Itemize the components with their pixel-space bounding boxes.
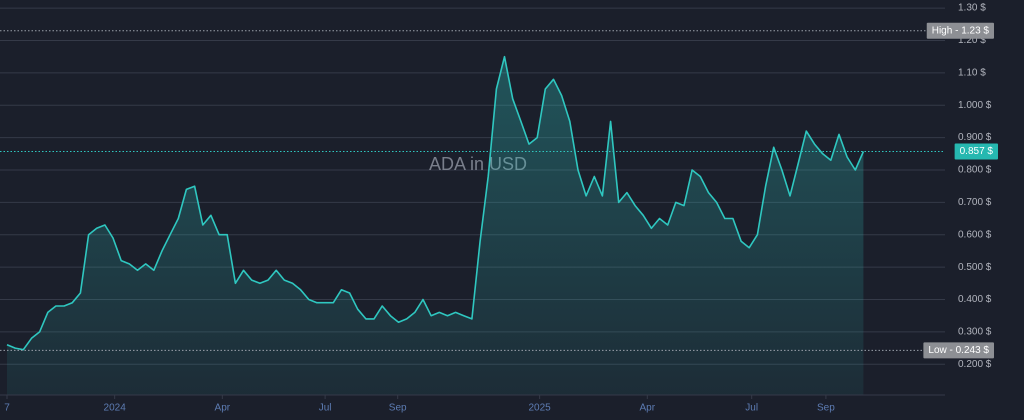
high-label: High - 1.23 $ — [932, 25, 990, 36]
x-tick-label: Jul — [745, 403, 758, 414]
current-label: 0.857 $ — [960, 146, 994, 157]
x-tick-label: Sep — [389, 403, 407, 414]
price-line — [6, 55, 865, 351]
y-tick-label: 1.000 $ — [958, 100, 992, 111]
low-tag — [923, 342, 994, 359]
x-tick-label: 7 — [4, 403, 10, 414]
y-tick-label: 0.900 $ — [958, 132, 992, 143]
y-tick-label: 0.500 $ — [958, 262, 992, 273]
y-tick-label: 1.10 $ — [958, 67, 986, 78]
area-fill — [7, 56, 864, 395]
x-tick-label: 2025 — [528, 403, 551, 414]
y-tick-label: 1.30 $ — [958, 3, 986, 14]
y-tick-label: 1.20 $ — [958, 35, 986, 46]
x-tick-label: Apr — [215, 403, 231, 414]
y-tick-label: 0.800 $ — [958, 165, 992, 176]
x-tick-label: Apr — [640, 403, 656, 414]
high-tag — [926, 22, 994, 39]
x-tick-label: 2024 — [104, 403, 127, 414]
x-tick-label: Sep — [817, 403, 835, 414]
x-tick-label: Jul — [319, 403, 332, 414]
y-tick-label: 0.400 $ — [958, 294, 992, 305]
low-label: Low - 0.243 $ — [928, 345, 989, 356]
y-tick-label: 0.200 $ — [958, 359, 992, 370]
y-tick-label: 0.300 $ — [958, 327, 992, 338]
y-tick-label: 0.600 $ — [958, 229, 992, 240]
current-tag — [954, 143, 998, 160]
y-tick-label: 0.700 $ — [958, 197, 992, 208]
